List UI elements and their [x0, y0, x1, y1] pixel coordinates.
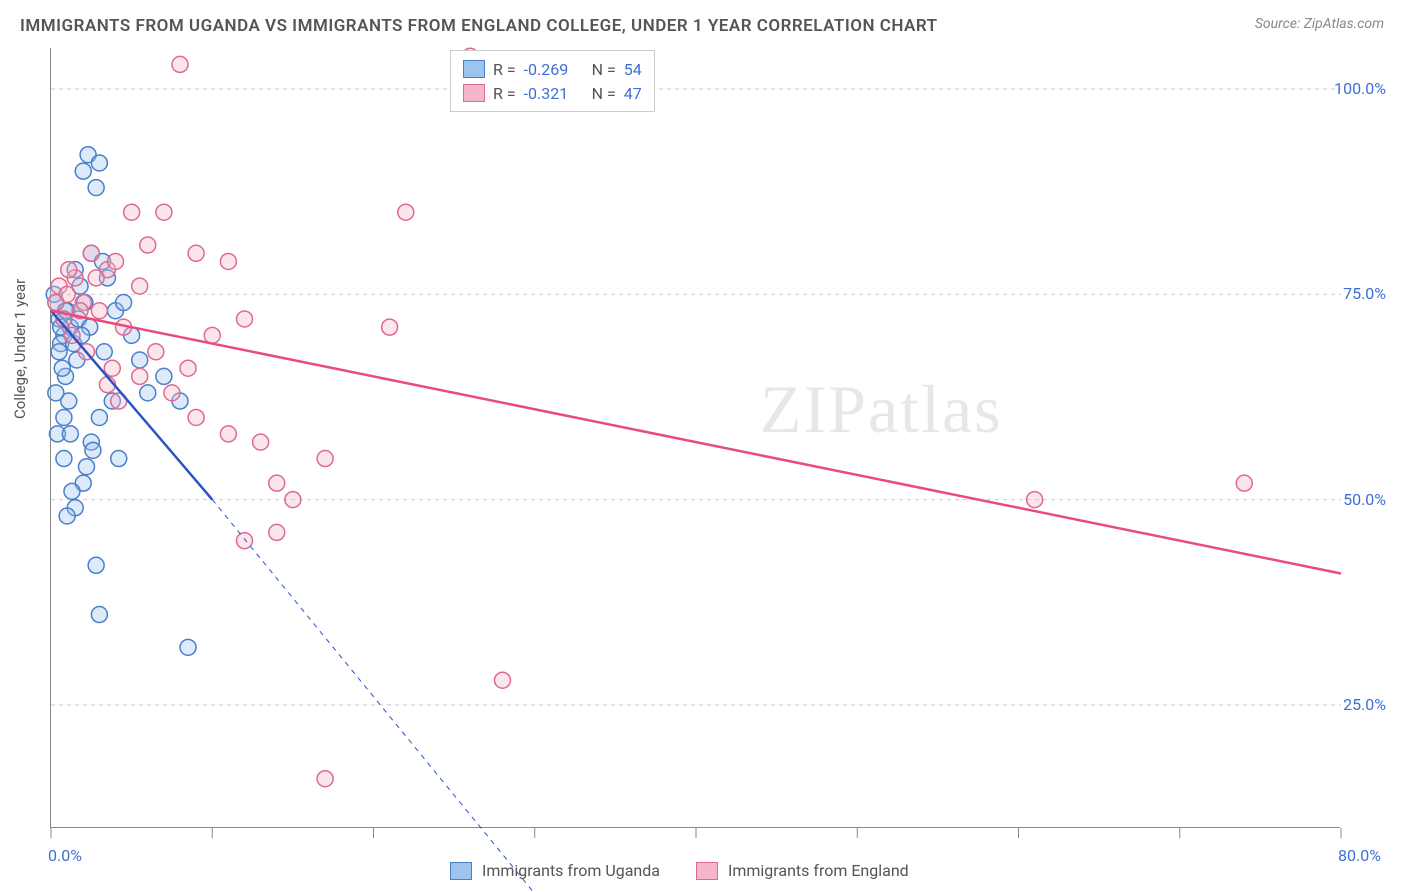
watermark: ZIPatlas	[760, 370, 1003, 449]
scatter-point	[132, 278, 148, 294]
scatter-point	[220, 253, 236, 269]
scatter-point	[398, 204, 414, 220]
source-attribution: Source: ZipAtlas.com	[1255, 16, 1384, 32]
scatter-point	[285, 492, 301, 508]
scatter-point	[172, 56, 188, 72]
scatter-point	[269, 524, 285, 540]
legend-series-item: Immigrants from England	[696, 861, 909, 880]
plot-svg	[51, 48, 1340, 827]
scatter-point	[88, 270, 104, 286]
scatter-point	[85, 442, 101, 458]
scatter-point	[61, 262, 77, 278]
scatter-point	[140, 385, 156, 401]
scatter-point	[54, 360, 70, 376]
r-label: R =	[493, 60, 516, 79]
scatter-point	[220, 426, 236, 442]
scatter-point	[108, 253, 124, 269]
scatter-point	[156, 204, 172, 220]
scatter-point	[83, 245, 99, 261]
scatter-point	[88, 180, 104, 196]
scatter-point	[253, 434, 269, 450]
scatter-point	[96, 344, 112, 360]
r-value: -0.269	[524, 60, 584, 79]
n-value: 54	[624, 60, 642, 79]
scatter-point	[104, 360, 120, 376]
r-label: R =	[493, 84, 516, 103]
y-axis-label: College, Under 1 year	[11, 279, 29, 419]
scatter-point	[59, 508, 75, 524]
scatter-point	[91, 303, 107, 319]
scatter-point	[56, 409, 72, 425]
plot-area	[50, 48, 1340, 828]
x-tick-label: 80.0%	[1338, 846, 1381, 865]
scatter-point	[317, 771, 333, 787]
scatter-point	[1027, 492, 1043, 508]
scatter-point	[91, 409, 107, 425]
legend-correlation-row: R = -0.269 N = 54	[463, 57, 642, 81]
scatter-point	[180, 360, 196, 376]
chart-container: IMMIGRANTS FROM UGANDA VS IMMIGRANTS FRO…	[0, 0, 1406, 892]
scatter-point	[1236, 475, 1252, 491]
legend-series: Immigrants from Uganda Immigrants from En…	[450, 861, 909, 880]
legend-swatch	[463, 84, 485, 102]
r-value: -0.321	[524, 84, 584, 103]
legend-series-item: Immigrants from Uganda	[450, 861, 660, 880]
scatter-point	[88, 557, 104, 573]
scatter-point	[317, 451, 333, 467]
scatter-point	[51, 344, 67, 360]
scatter-point	[48, 385, 64, 401]
y-tick-label: 100.0%	[1334, 79, 1386, 98]
scatter-point	[56, 451, 72, 467]
scatter-point	[124, 204, 140, 220]
scatter-point	[111, 451, 127, 467]
y-tick-label: 75.0%	[1343, 284, 1386, 303]
scatter-point	[382, 319, 398, 335]
legend-series-label: Immigrants from England	[728, 861, 909, 880]
scatter-point	[132, 368, 148, 384]
scatter-point	[64, 483, 80, 499]
scatter-point	[188, 409, 204, 425]
scatter-point	[180, 639, 196, 655]
n-value: 47	[624, 84, 642, 103]
scatter-point	[148, 344, 164, 360]
legend-series-label: Immigrants from Uganda	[482, 861, 660, 880]
scatter-point	[78, 459, 94, 475]
legend-correlation-row: R = -0.321 N = 47	[463, 81, 642, 105]
n-label: N =	[592, 84, 616, 103]
n-label: N =	[592, 60, 616, 79]
scatter-point	[188, 245, 204, 261]
scatter-point	[48, 295, 64, 311]
scatter-point	[91, 607, 107, 623]
scatter-point	[495, 672, 511, 688]
chart-title: IMMIGRANTS FROM UGANDA VS IMMIGRANTS FRO…	[20, 16, 938, 36]
scatter-point	[116, 295, 132, 311]
scatter-point	[269, 475, 285, 491]
scatter-point	[62, 426, 78, 442]
x-tick-label: 0.0%	[48, 846, 82, 865]
scatter-point	[204, 327, 220, 343]
y-tick-label: 25.0%	[1343, 695, 1386, 714]
scatter-point	[164, 385, 180, 401]
legend-swatch	[696, 862, 718, 880]
scatter-point	[140, 237, 156, 253]
scatter-point	[156, 368, 172, 384]
scatter-point	[237, 311, 253, 327]
scatter-point	[75, 163, 91, 179]
legend-swatch	[450, 862, 472, 880]
regression-line-extrapolated	[212, 500, 615, 892]
y-tick-label: 50.0%	[1343, 490, 1386, 509]
scatter-point	[132, 352, 148, 368]
legend-swatch	[463, 60, 485, 78]
scatter-point	[91, 155, 107, 171]
legend-correlation-box: R = -0.269 N = 54 R = -0.321 N = 47	[450, 50, 655, 112]
